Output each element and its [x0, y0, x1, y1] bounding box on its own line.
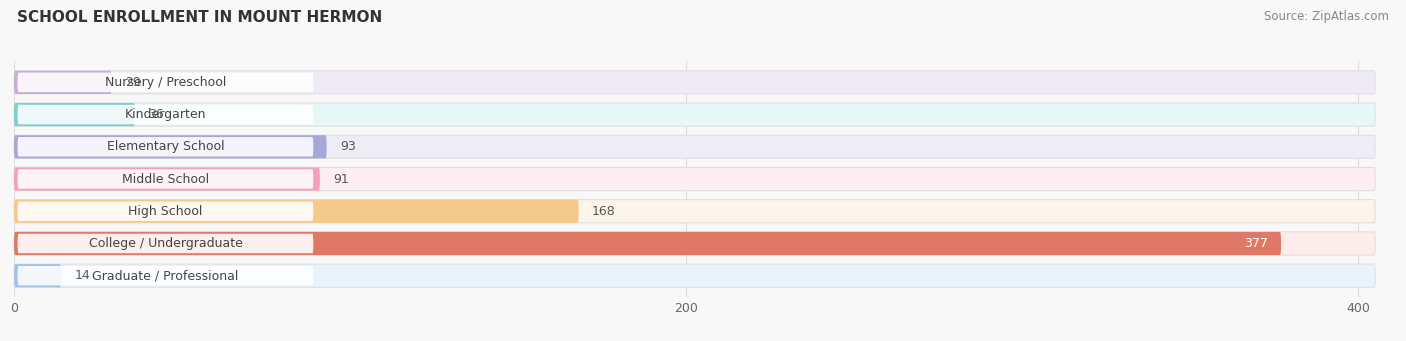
Text: Nursery / Preschool: Nursery / Preschool	[105, 76, 226, 89]
FancyBboxPatch shape	[18, 137, 314, 157]
FancyBboxPatch shape	[18, 105, 314, 124]
FancyBboxPatch shape	[14, 264, 1375, 287]
FancyBboxPatch shape	[14, 264, 60, 287]
Text: 36: 36	[149, 108, 165, 121]
Text: 93: 93	[340, 140, 356, 153]
FancyBboxPatch shape	[14, 103, 135, 126]
FancyBboxPatch shape	[14, 71, 1375, 94]
Text: 377: 377	[1244, 237, 1268, 250]
FancyBboxPatch shape	[18, 234, 314, 253]
FancyBboxPatch shape	[14, 167, 1375, 191]
FancyBboxPatch shape	[14, 135, 326, 159]
FancyBboxPatch shape	[14, 71, 111, 94]
FancyBboxPatch shape	[14, 199, 1375, 223]
Text: Source: ZipAtlas.com: Source: ZipAtlas.com	[1264, 10, 1389, 23]
Text: 91: 91	[333, 173, 349, 186]
Text: Elementary School: Elementary School	[107, 140, 225, 153]
FancyBboxPatch shape	[14, 103, 1375, 126]
FancyBboxPatch shape	[18, 73, 314, 92]
FancyBboxPatch shape	[14, 232, 1281, 255]
Text: 14: 14	[75, 269, 90, 282]
Text: High School: High School	[128, 205, 202, 218]
FancyBboxPatch shape	[18, 202, 314, 221]
FancyBboxPatch shape	[18, 169, 314, 189]
Text: 29: 29	[125, 76, 141, 89]
FancyBboxPatch shape	[14, 167, 321, 191]
Text: SCHOOL ENROLLMENT IN MOUNT HERMON: SCHOOL ENROLLMENT IN MOUNT HERMON	[17, 10, 382, 25]
FancyBboxPatch shape	[14, 135, 1375, 159]
FancyBboxPatch shape	[14, 232, 1375, 255]
Text: Kindergarten: Kindergarten	[125, 108, 207, 121]
FancyBboxPatch shape	[18, 266, 314, 285]
Text: Graduate / Professional: Graduate / Professional	[93, 269, 239, 282]
Text: Middle School: Middle School	[122, 173, 209, 186]
Text: College / Undergraduate: College / Undergraduate	[89, 237, 242, 250]
FancyBboxPatch shape	[14, 199, 579, 223]
Text: 168: 168	[592, 205, 616, 218]
